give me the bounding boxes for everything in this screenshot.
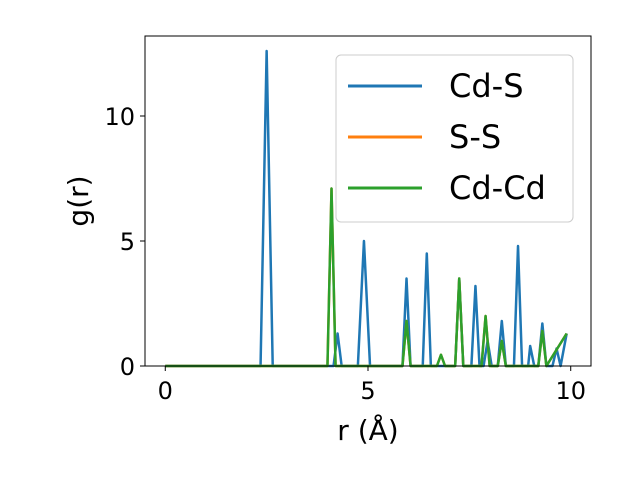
y-tick-label: 0 xyxy=(120,353,135,381)
x-tick-label: 0 xyxy=(158,377,173,405)
legend-label-0: Cd-S xyxy=(449,67,524,105)
legend: Cd-S S-S Cd-Cd xyxy=(335,54,574,223)
x-tick-label: 10 xyxy=(555,377,586,405)
y-tick-label: 10 xyxy=(104,103,135,131)
y-tick-label: 5 xyxy=(120,228,135,256)
x-tick-label: 5 xyxy=(360,377,375,405)
legend-box xyxy=(335,54,574,223)
x-axis-label: r (Å) xyxy=(337,413,398,447)
y-axis-label: g(r) xyxy=(62,175,95,226)
legend-label-1: S-S xyxy=(449,118,501,156)
legend-label-2: Cd-Cd xyxy=(449,169,546,207)
axis-layer: 0 5 10 0 5 10 xyxy=(104,103,586,405)
